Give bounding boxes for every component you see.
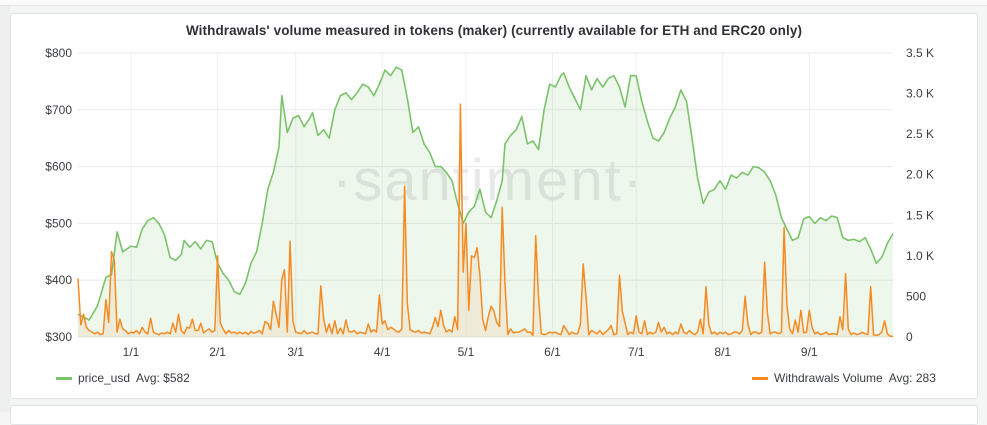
legend-price-label: price_usd [78,371,131,385]
chart-svg: ·santiment· $300 $400 $500 $600 $700 $800 0 500… [45,46,934,359]
y-left-tick-label: $300 [45,330,72,344]
legend-withdrawals-avg: Avg: 283 [888,371,936,385]
legend-price[interactable]: price_usd Avg: $582 [56,371,190,385]
panel-title: Withdrawals' volume measured in tokens (… [185,23,803,38]
y-left-tick-label: $500 [45,216,72,230]
y-right-tick-label: 3.5 K [906,46,934,60]
withdrawals-volume-line [77,103,893,337]
y-right-tick-label: 1.0 K [906,249,934,263]
price-usd-line [77,66,894,321]
legend-price-avg: Avg: $582 [136,371,190,385]
y-right-tick-label: 1.5 K [906,208,934,222]
y-right-tick-label: 500 [906,289,926,303]
x-tick-label: 2/1 [209,345,226,359]
y-left-tick-label: $700 [45,103,72,117]
next-panel-edge [10,405,978,425]
x-tick-label: 5/1 [458,345,475,359]
left-gutter [0,0,10,412]
watermark: ·santiment· [332,148,644,213]
x-tick-label: 7/1 [628,345,645,359]
y-right-tick-label: 2.5 K [906,127,934,141]
series-layer [77,66,894,337]
price-usd-area [78,67,893,337]
y-left-tick-label: $400 [45,273,72,287]
x-tick-label: 8/1 [714,345,731,359]
y-right-tick-label: 0 [906,330,913,344]
y-left-tick-label: $600 [45,160,72,174]
x-tick-label: 3/1 [287,345,304,359]
y-right-tick-label: 3.0 K [906,87,934,101]
x-tick-label: 4/1 [374,345,391,359]
chart-panel: Withdrawals' volume measured in tokens (… [10,13,978,399]
legend-withdrawals-swatch [752,376,768,380]
x-tick-label: 1/1 [123,345,140,359]
top-panel-edge [0,0,987,6]
y-right-tick-label: 2.0 K [906,168,934,182]
legend-withdrawals-label: Withdrawals Volume [774,371,883,385]
grid-lines [78,52,893,338]
x-tick-label: 6/1 [544,345,561,359]
x-tick-label: 9/1 [801,345,818,359]
y-left-tick-label: $800 [45,46,72,60]
legend-withdrawals[interactable]: Withdrawals Volume Avg: 283 [752,371,936,385]
axes: $300 $400 $500 $600 $700 $800 0 500 1.0 K 1.5 K 2.… [45,46,934,359]
legend-price-swatch [56,376,72,380]
